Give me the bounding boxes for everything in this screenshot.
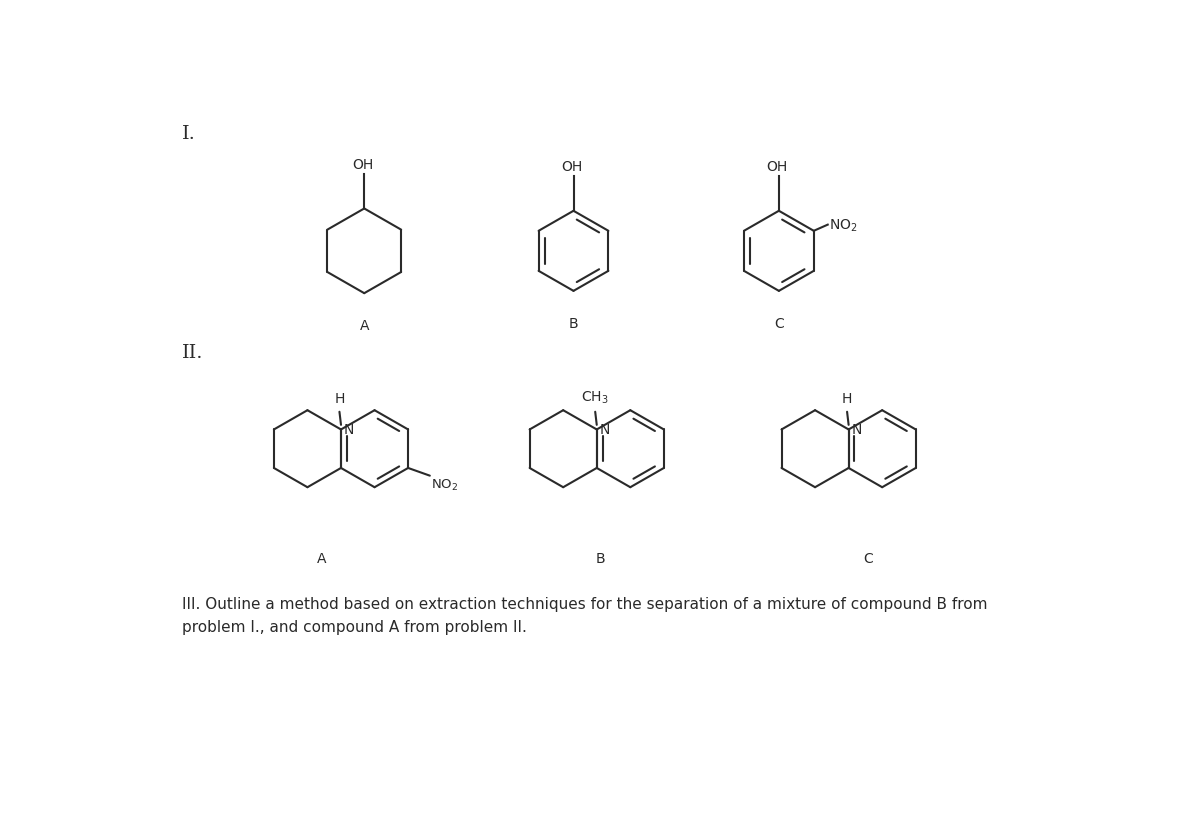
- Text: H: H: [335, 391, 345, 405]
- Text: I.: I.: [183, 125, 196, 142]
- Text: B: B: [569, 316, 578, 330]
- Text: A: A: [317, 552, 326, 566]
- Text: H: H: [842, 391, 852, 405]
- Text: OH: OH: [767, 160, 788, 174]
- Text: C: C: [774, 316, 783, 330]
- Text: N: N: [600, 422, 610, 436]
- Text: NO$_2$: NO$_2$: [431, 477, 458, 492]
- Text: OH: OH: [562, 160, 583, 174]
- Text: NO$_2$: NO$_2$: [829, 218, 858, 233]
- Text: N: N: [344, 422, 355, 436]
- Text: B: B: [596, 552, 605, 566]
- Text: II.: II.: [183, 344, 204, 361]
- Text: CH$_3$: CH$_3$: [582, 389, 609, 405]
- Text: OH: OH: [352, 158, 373, 171]
- Text: A: A: [359, 318, 369, 332]
- Text: C: C: [863, 552, 873, 566]
- Text: III. Outline a method based on extraction techniques for the separation of a mix: III. Outline a method based on extractio…: [183, 596, 987, 633]
- Text: N: N: [852, 422, 862, 436]
